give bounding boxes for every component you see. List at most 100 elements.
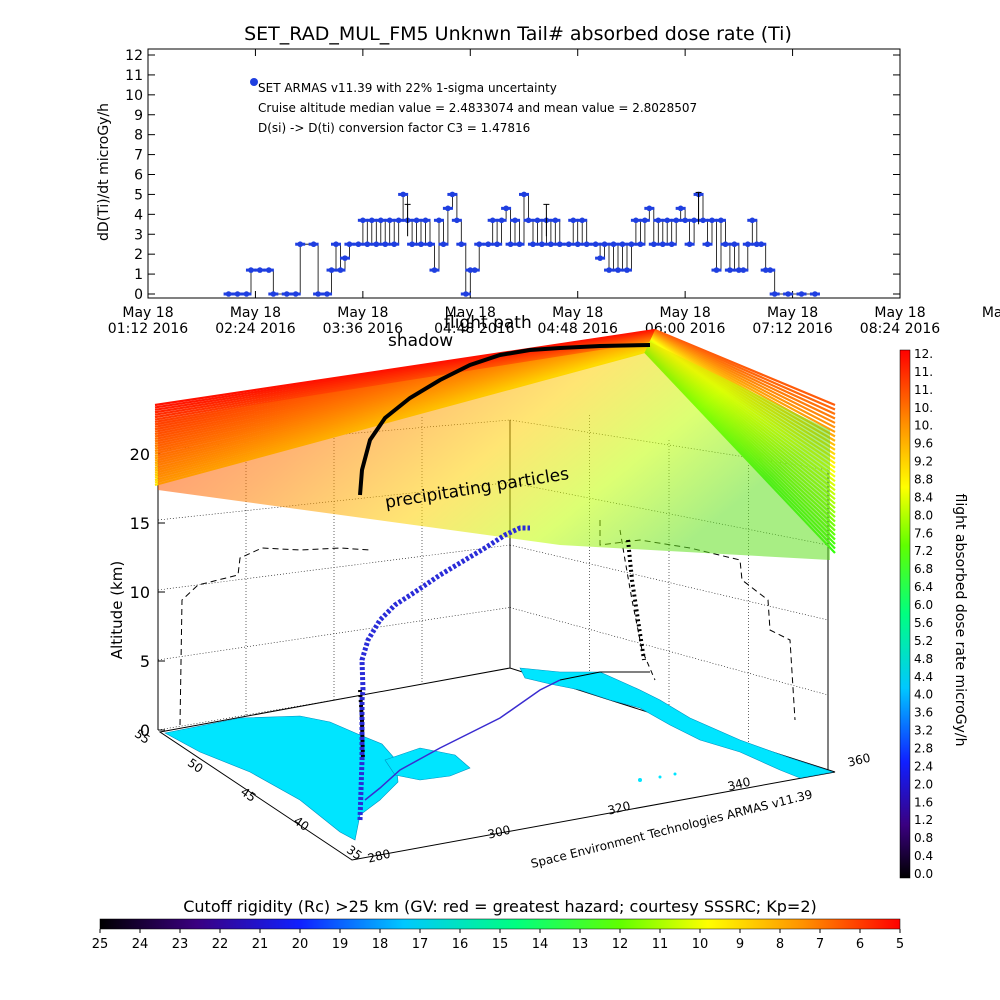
dose-colorbar-tick: 10. [914, 419, 933, 433]
rigidity-tick-label: 11 [652, 937, 669, 952]
grid-line [509, 544, 829, 621]
grid-line [509, 607, 829, 696]
particle-layer [653, 330, 836, 415]
dose-colorbar-tick: 3.6 [914, 706, 933, 720]
rigidity-tick-label: 22 [212, 937, 229, 952]
rigidity-tick-label: 21 [252, 937, 269, 952]
y-tick-label: 6 [134, 168, 143, 184]
flight-path-upper [358, 343, 651, 496]
rigidity-tick-label: 5 [896, 937, 904, 952]
dose-colorbar-tick: 8.0 [914, 508, 933, 522]
plot-frame [147, 48, 901, 299]
rigidity-tick-label: 10 [692, 937, 709, 952]
particle-layer [653, 331, 836, 424]
dose-colorbar-tick: 12. [914, 347, 933, 361]
dose-colorbar-tick: 0.8 [914, 831, 933, 845]
dose-colorbar-tick: 1.6 [914, 795, 933, 809]
z-tick-label: 5 [140, 652, 150, 671]
lon-tick-label: 340 [726, 775, 752, 794]
dose-colorbar [899, 349, 911, 879]
x-tick-time: 08:24 2016 [860, 321, 941, 337]
ground-track [364, 679, 561, 801]
dose-colorbar-tick: 2.0 [914, 777, 933, 791]
dose-colorbar-tick: 8.8 [914, 473, 933, 487]
x-tick-time: 04:48 2016 [434, 321, 515, 337]
dose-colorbar-tick: 11. [914, 383, 933, 397]
flight-path-descent [626, 539, 646, 661]
particle-layer [652, 332, 836, 429]
shadow-label: shadow [388, 331, 453, 351]
x-tick-date: May 18 [660, 305, 711, 321]
rigidity-colorbar [99, 918, 901, 930]
y-tick-label: 1 [134, 267, 143, 283]
rigidity-tick-label: 18 [372, 937, 389, 952]
flight-path-label: flight path [444, 313, 532, 333]
dose-colorbar-tick: 0.0 [914, 867, 933, 881]
flight-path-climb [358, 689, 365, 761]
panel-title: SET_RAD_MUL_FM5 Unknwn Tail# absorbed do… [244, 23, 792, 45]
rigidity-tick-label: 8 [776, 937, 784, 952]
flight-path-lower [357, 525, 530, 821]
particle-sheets [154, 328, 836, 560]
dose-colorbar-tick: 4.0 [914, 688, 933, 702]
island [638, 778, 642, 782]
rigidity-tick-label: 25 [92, 937, 109, 952]
shadow-left-wall [179, 547, 371, 726]
y-tick-label: 10 [125, 88, 143, 104]
ground-track-segment [559, 671, 650, 681]
rigidity-tick-label: 15 [492, 937, 509, 952]
rigidity-colorbar-ticks: 25 24 23 22 21 20 19 18 17 16 15 14 13 12 11 10 9 8 7 6 5 [92, 929, 904, 952]
x-tick-time: 04:48 2016 [537, 321, 618, 337]
map-floor [158, 667, 836, 861]
altitude-axis-label: Altitude (km) [108, 561, 126, 659]
y-tick-label: 12 [125, 48, 143, 64]
particle-layer [654, 328, 836, 407]
dose-colorbar-tick: 2.4 [914, 759, 933, 773]
rigidity-tick-label: 24 [132, 937, 149, 952]
particle-layer [653, 331, 836, 420]
z-axis-ticks: 0 5 10 15 20 [130, 445, 165, 740]
rigidity-colorbar-title: Cutoff rigidity (Rc) >25 km (GV: red = g… [183, 897, 817, 916]
dose-rate-series [223, 191, 820, 297]
rigidity-tick-label: 16 [452, 937, 469, 952]
rigidity-tick-label: 6 [856, 937, 864, 952]
dose-colorbar-tick: 8.4 [914, 490, 933, 504]
dose-colorbar-tick: 9.6 [914, 437, 933, 451]
z-tick-label: 20 [130, 445, 150, 464]
x-tick-date: May 18 [874, 305, 925, 321]
dose-colorbar-tick: 11. [914, 365, 933, 379]
x-tick-date: May 18 [230, 305, 281, 321]
dose-colorbar-tick: 3.2 [914, 724, 933, 738]
dose-colorbar-tick: 7.6 [914, 526, 933, 540]
dose-colorbar-tick: 1.2 [914, 813, 933, 827]
dose-colorbar-ticks: 0.0 0.4 0.8 1.2 1.6 2.0 2.4 2.8 3.2 3.6 4.0 4.4 4.8 5… [914, 347, 933, 881]
nova-scotia-land [384, 747, 471, 781]
particle-layer [652, 333, 836, 433]
y-tick-label: 0 [134, 287, 143, 303]
z-tick-label: 0 [140, 721, 150, 740]
y-tick-label: 5 [134, 187, 143, 203]
particle-slab [158, 342, 830, 560]
dose-colorbar-tick: 4.8 [914, 652, 933, 666]
x-tick-time: 01:12 2016 [108, 321, 189, 337]
y-tick-label: 7 [134, 148, 143, 164]
x-tick-date: May 18 [982, 305, 1000, 321]
dose-colorbar-tick: 7.2 [914, 544, 933, 558]
y-tick-label: 11 [125, 68, 143, 84]
rigidity-tick-label: 13 [572, 937, 589, 952]
island [673, 772, 677, 776]
dose-colorbar-tick: 6.4 [914, 580, 933, 594]
y-tick-label: 8 [134, 128, 143, 144]
x-tick-time: 02:24 2016 [215, 321, 296, 337]
dose-rate-panel: SET_RAD_MUL_FM5 Unknwn Tail# absorbed do… [96, 23, 1000, 337]
y-tick-label: 4 [134, 207, 143, 223]
dose-colorbar-tick: 5.6 [914, 616, 933, 630]
y-tick-label: 3 [134, 227, 143, 243]
x-tick-date: May 18 [767, 305, 818, 321]
longitude-ticks: 280 300 320 340 360 [366, 751, 872, 866]
dose-colorbar-tick: 10. [914, 401, 933, 415]
